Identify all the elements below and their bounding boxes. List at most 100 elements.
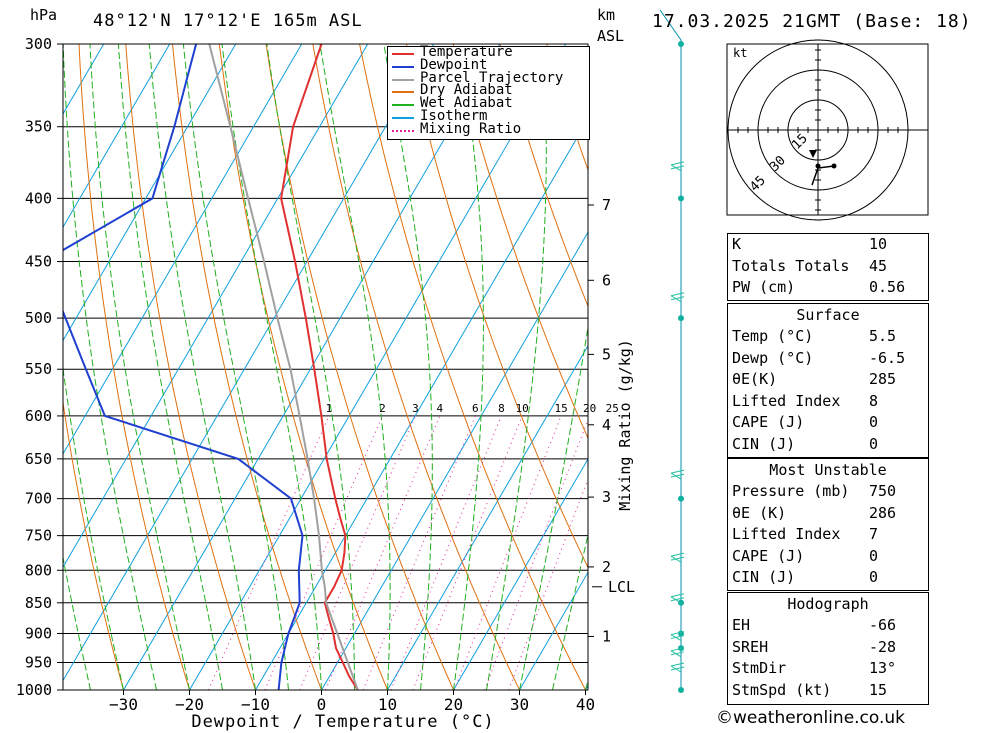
wet-adiabat-line (221, 44, 322, 690)
asl-label: ASL (597, 27, 625, 45)
isotherm-line (189, 44, 567, 690)
x-axis-title: Dewpoint / Temperature (°C) (191, 712, 494, 732)
pressure-tick-label: 600 (25, 407, 52, 425)
pressure-tick-label: 300 (25, 35, 52, 53)
wind-barb (670, 469, 685, 480)
wet-adiabat-line (63, 44, 157, 690)
legend-item: Dry Adiabat (388, 83, 588, 98)
legend-item: Isotherm (388, 109, 588, 124)
wet-adiabat-line (453, 44, 484, 690)
legend-item: Mixing Ratio (388, 120, 588, 137)
storm-motion-marker (809, 150, 817, 158)
pressure-tick-label: 750 (25, 527, 52, 545)
legend-swatch (392, 65, 414, 68)
pressure-tick-label: 350 (25, 118, 52, 136)
mixing-ratio-label: 15 (554, 402, 567, 415)
surface-row: Lifted Index 8 (732, 391, 879, 410)
wet-adiabat-line (63, 364, 124, 690)
wind-barb (670, 593, 685, 604)
wind-barb (670, 552, 685, 563)
hpa-axis-unit: hPa (30, 6, 58, 24)
wind-barb (670, 292, 685, 303)
temp-tick-label: 10 (378, 695, 397, 714)
most-unstable-title: Most Unstable (769, 461, 887, 479)
mixing-ratio-label: 8 (498, 402, 505, 415)
forecast-datetime: 17.03.2025 21GMT (Base: 18) (652, 11, 972, 32)
km-tick-label: 4 (602, 416, 611, 434)
legend-label: Wet Adiabat (420, 95, 513, 112)
mixing-ratio-label: 10 (516, 402, 529, 415)
temp-tick-label: −30 (109, 695, 138, 714)
most-unstable-row: CIN (J) 0 (732, 568, 879, 586)
dry-adiabat-line (546, 44, 588, 172)
dry-adiabat-line (125, 44, 256, 690)
km-tick-label: 2 (602, 558, 611, 576)
hodograph-table: Hodograph EH -66 SREH -28 StmDir 13° StmSpd… (727, 592, 929, 705)
pressure-tick-label: 500 (25, 309, 52, 327)
pressure-tick-label: 700 (25, 490, 52, 508)
wind-level-dot (678, 195, 684, 202)
isotherm-line (255, 118, 588, 690)
mixing-ratio-label: 1 (326, 402, 333, 415)
wet-adiabat-line (182, 44, 289, 690)
isotherm-line (63, 44, 171, 229)
legend-swatch (392, 53, 414, 55)
most-unstable-row: θE (K) 286 (732, 503, 897, 522)
pressure-tick-label: 650 (25, 450, 52, 468)
hodograph-row: EH -66 (732, 616, 897, 634)
index-row-pw: PW (cm) 0.56 (732, 278, 906, 296)
isotherm-line (387, 344, 588, 690)
temp-tick-label: 0 (317, 695, 327, 714)
dry-adiabat-line (499, 44, 588, 308)
copyright-link[interactable]: ©weatheronline.co.uk (716, 708, 906, 728)
legend-swatch (392, 78, 414, 81)
wet-adiabat-line (117, 44, 223, 690)
profile-parcel-trajectory (208, 44, 359, 690)
dry-adiabat-line (968, 44, 1000, 690)
wet-adiabat-line (148, 44, 256, 690)
mixing-ratio-label: 3 (412, 402, 419, 415)
dry-adiabat-line (265, 44, 454, 690)
temp-tick-label: 40 (576, 695, 595, 714)
dry-adiabat-line (359, 44, 586, 690)
wind-level-dot (678, 687, 684, 693)
wind-barb (670, 662, 685, 673)
indices-table: K 10 Totals Totals 45 PW (cm) 0.56 (727, 233, 929, 301)
mixing-ratio-line (299, 415, 416, 690)
index-row-totals: Totals Totals 45 (732, 256, 888, 275)
km-tick-label: 3 (602, 488, 611, 506)
lcl-label: LCL (608, 578, 635, 596)
dry-adiabat-line (218, 44, 388, 690)
wet-adiabat-line (519, 324, 588, 690)
hodograph-point (815, 163, 821, 169)
pressure-tick-label: 800 (25, 561, 52, 579)
isotherm-line (123, 44, 501, 690)
pressure-tick-label: 900 (25, 624, 52, 642)
mixing-ratio-axis-title: Mixing Ratio (g/kg) (616, 339, 634, 511)
mixing-ratio-label: 4 (436, 402, 443, 415)
hodograph-unit: kt (733, 46, 747, 60)
pressure-tick-label: 1000 (16, 681, 52, 699)
isotherm-line (321, 231, 588, 690)
temp-tick-label: −10 (241, 695, 270, 714)
most-unstable-row: Lifted Index 7 (732, 525, 879, 543)
wind-profile-top (659, 9, 682, 41)
wind-level-dot (678, 495, 684, 502)
legend-swatch (392, 104, 414, 107)
wind-level-dot (678, 315, 684, 322)
dry-adiabat-line (78, 44, 190, 690)
legend-label: Parcel Trajectory (420, 69, 564, 86)
pressure-tick-label: 550 (25, 360, 52, 378)
wet-adiabat-line (266, 44, 355, 690)
wet-adiabat-line (383, 44, 433, 690)
legend-swatch (392, 129, 414, 132)
wind-barb (670, 631, 685, 642)
legend-label: Mixing Ratio (420, 120, 522, 137)
isotherm-line (453, 457, 588, 690)
plot-frame (62, 43, 589, 691)
legend-label: Dewpoint (420, 56, 488, 73)
legend-label: Temperature (420, 44, 513, 60)
pressure-tick-label: 850 (25, 594, 52, 612)
mixing-ratio-line (412, 415, 523, 690)
